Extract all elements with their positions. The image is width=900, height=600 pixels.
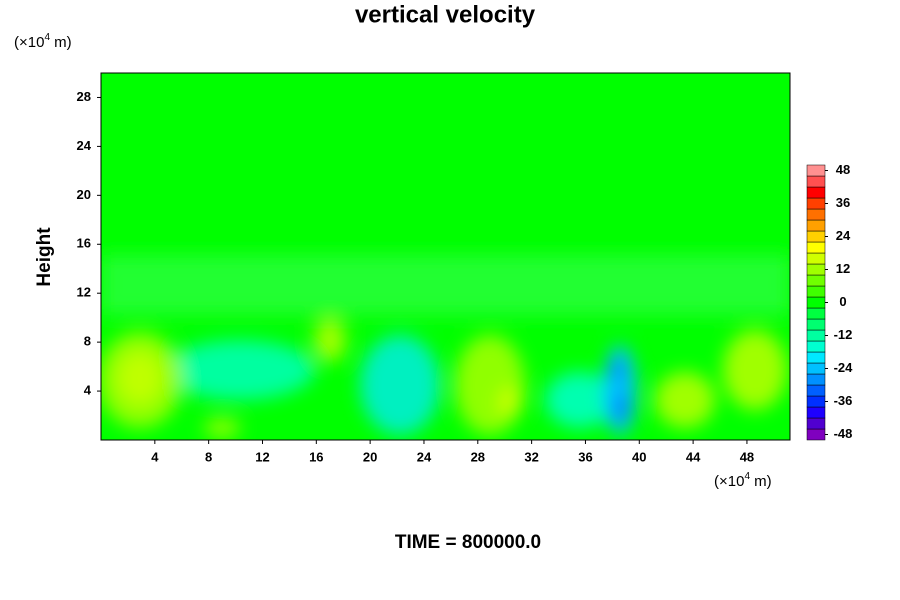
colorbar-band bbox=[806, 318, 826, 331]
y-axis-label: Height bbox=[34, 227, 55, 287]
colorbar-tick-label: 48 bbox=[836, 162, 850, 177]
y-tick-label: 8 bbox=[84, 334, 91, 349]
x-tick-label: 12 bbox=[255, 449, 269, 464]
y-tick-label: 16 bbox=[77, 236, 91, 251]
x-unit: (×104 m) bbox=[714, 471, 772, 490]
x-tick-label: 28 bbox=[471, 449, 485, 464]
colorbar-band bbox=[806, 362, 826, 375]
x-tick-label: 16 bbox=[309, 449, 323, 464]
colorbar-band bbox=[806, 417, 826, 430]
x-tick-label: 32 bbox=[524, 449, 538, 464]
colorbar-band bbox=[806, 219, 826, 232]
colorbar-band bbox=[806, 252, 826, 265]
colorbar-band bbox=[806, 351, 826, 364]
colorbar-band bbox=[806, 186, 826, 199]
y-tick-label: 12 bbox=[77, 285, 91, 300]
colorbar-band bbox=[806, 230, 826, 243]
colorbar-band bbox=[806, 197, 826, 210]
colorbar-band bbox=[806, 384, 826, 397]
footer: TIME = 800000.0 bbox=[395, 532, 541, 553]
y-tick-label: 28 bbox=[77, 89, 91, 104]
colorbar-tick-label: -48 bbox=[834, 426, 853, 441]
x-tick-label: 40 bbox=[632, 449, 646, 464]
x-tick-label: 20 bbox=[363, 449, 377, 464]
y-tick-label: 20 bbox=[77, 187, 91, 202]
unit-exponent: 4 bbox=[44, 32, 50, 43]
colorbar-tick-label: 0 bbox=[839, 294, 846, 309]
x-tick-label: 8 bbox=[205, 449, 212, 464]
x-tick-label: 24 bbox=[417, 449, 432, 464]
unit-exponent: 4 bbox=[744, 471, 750, 482]
colorbar-tick-label: -12 bbox=[834, 327, 853, 342]
colorbar-band bbox=[806, 395, 826, 408]
colorbar-band bbox=[806, 296, 826, 309]
y-unit: (×104 m) bbox=[14, 32, 72, 51]
colorbar-band bbox=[806, 307, 826, 320]
x-tick-label: 4 bbox=[151, 449, 159, 464]
colorbar-band bbox=[806, 263, 826, 276]
colorbar-band bbox=[806, 373, 826, 386]
colorbar-band bbox=[806, 241, 826, 254]
colorbar-band bbox=[806, 208, 826, 221]
y-tick-label: 24 bbox=[77, 138, 92, 153]
colorbar-tick-label: -36 bbox=[834, 393, 853, 408]
colorbar-tick-label: 36 bbox=[836, 195, 850, 210]
contour-field bbox=[101, 73, 790, 440]
unit-prefix: (×10 bbox=[714, 473, 744, 490]
unit-suffix: m) bbox=[50, 34, 72, 51]
colorbar-band bbox=[806, 274, 826, 287]
x-tick-label: 36 bbox=[578, 449, 592, 464]
colorbar-band bbox=[806, 329, 826, 342]
x-tick-label: 44 bbox=[686, 449, 701, 464]
colorbar-band bbox=[806, 175, 826, 188]
unit-prefix: (×10 bbox=[14, 34, 44, 51]
x-tick-label: 48 bbox=[740, 449, 754, 464]
colorbar-tick-label: -24 bbox=[834, 360, 854, 375]
y-tick-label: 4 bbox=[84, 383, 92, 398]
colorbar-band bbox=[806, 428, 826, 441]
chart-title: vertical velocity bbox=[355, 1, 536, 28]
unit-suffix: m) bbox=[750, 473, 772, 490]
colorbar-band bbox=[806, 164, 826, 177]
colorbar-band bbox=[806, 285, 826, 298]
colorbar-band bbox=[806, 406, 826, 419]
colorbar-tick-label: 12 bbox=[836, 261, 850, 276]
colorbar-tick-label: 24 bbox=[836, 228, 851, 243]
colorbar-band bbox=[806, 340, 826, 353]
plot-frame bbox=[100, 72, 791, 441]
